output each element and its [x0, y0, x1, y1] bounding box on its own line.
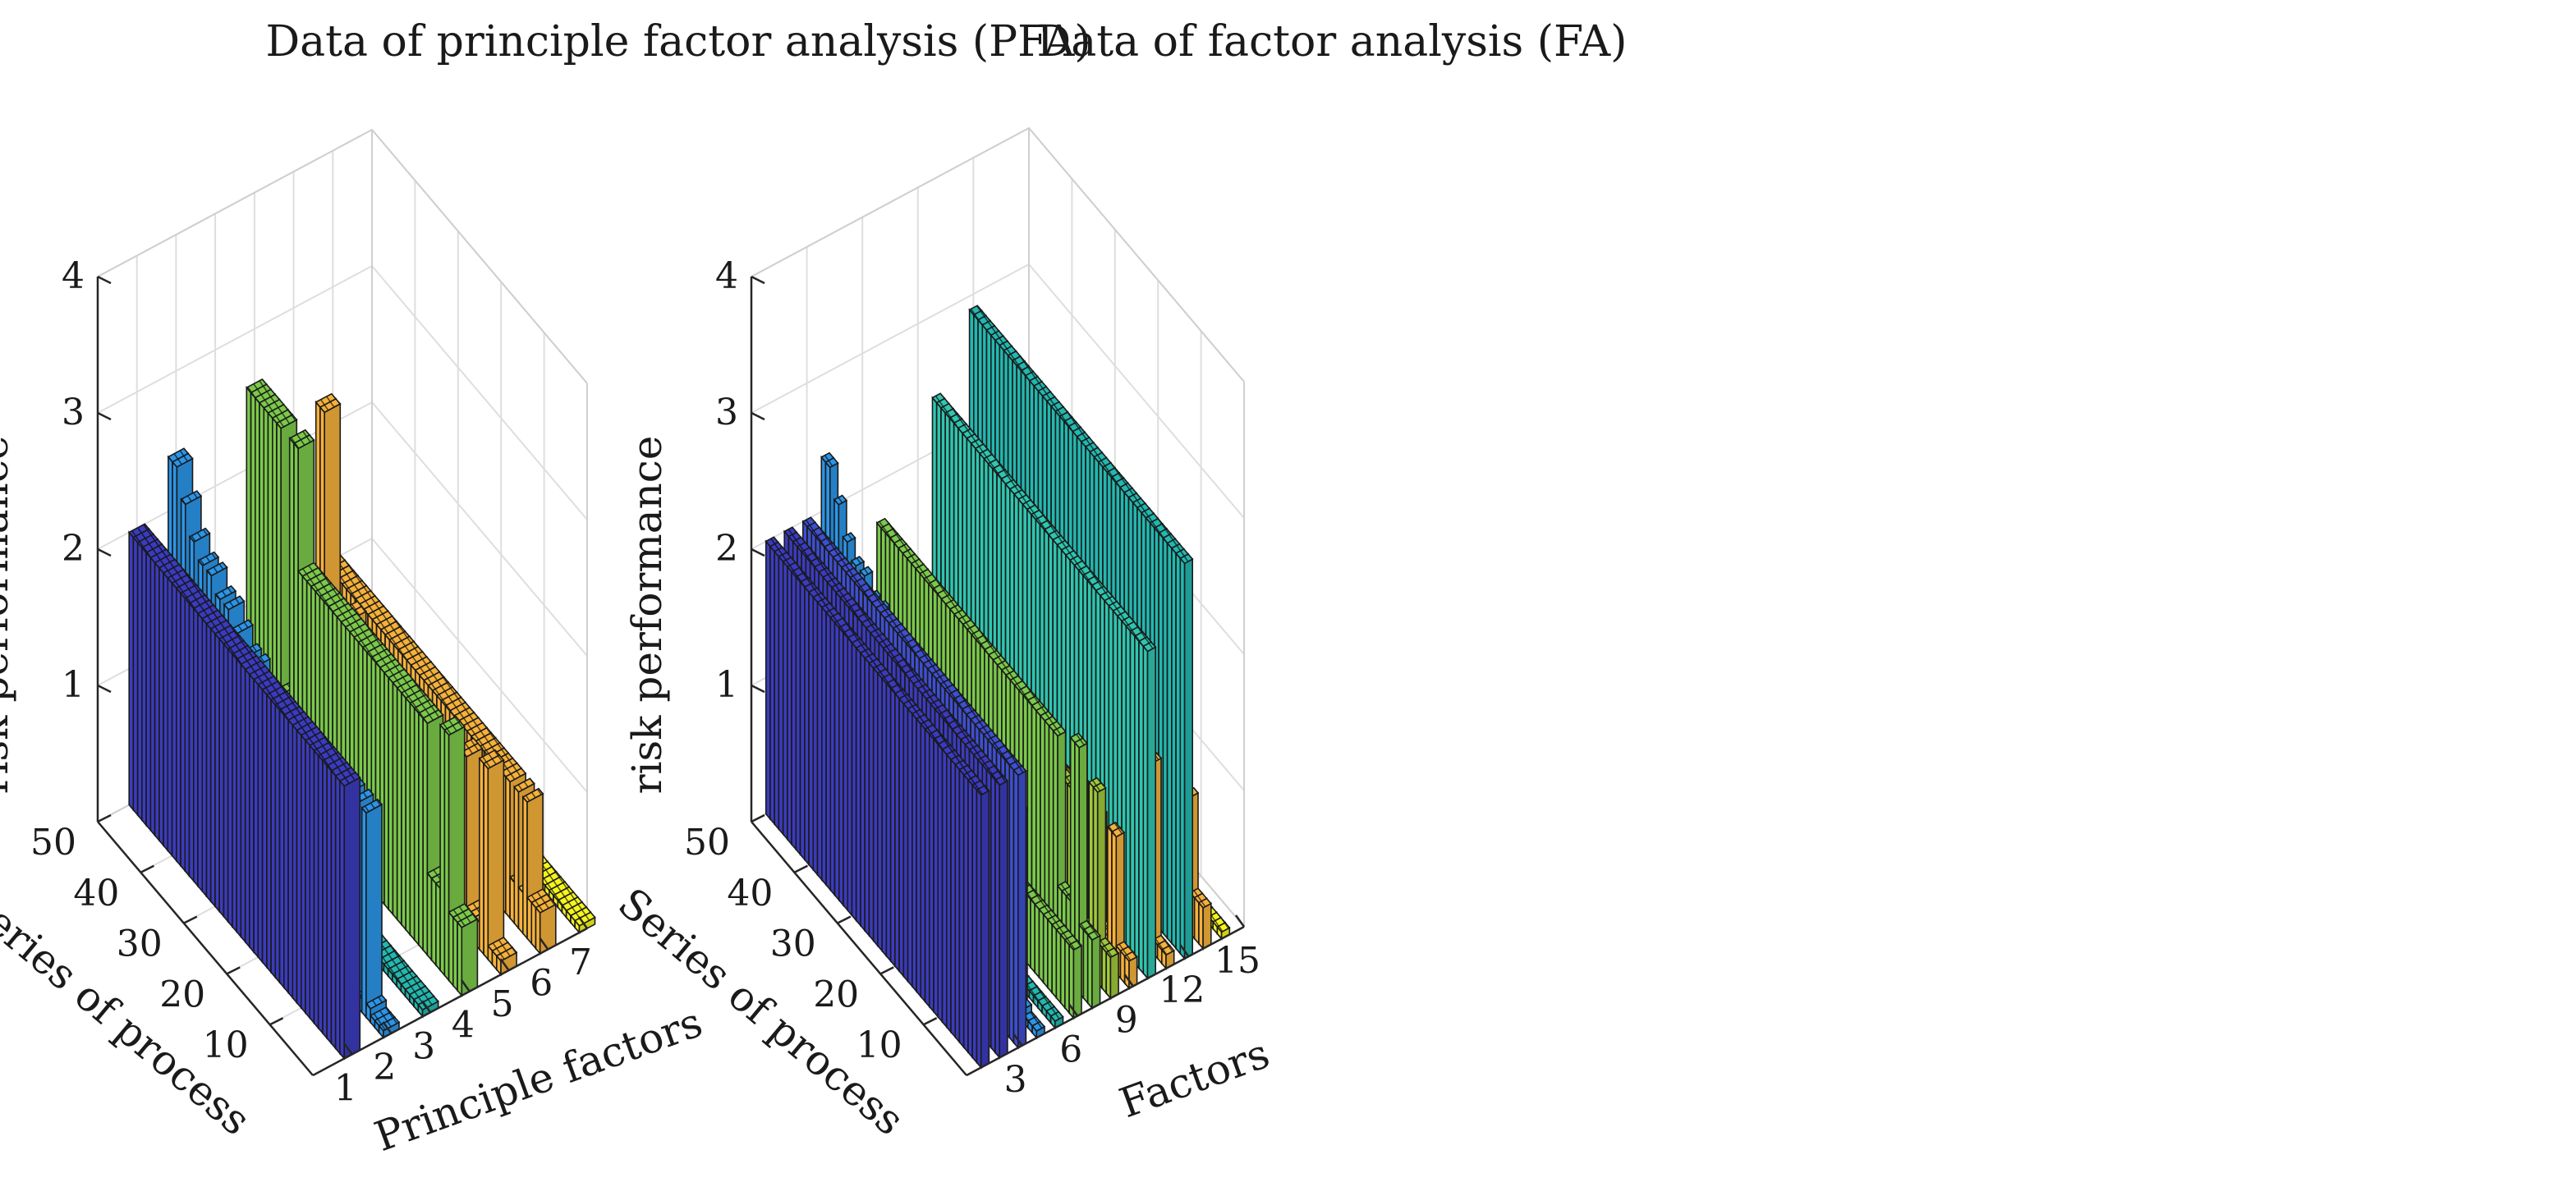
chart-title: Data of principle factor analysis (PFA) — [265, 17, 1091, 66]
x-tick-label: 30 — [117, 923, 163, 965]
ribbon-factor-1 — [765, 536, 990, 1070]
y-axis-label: Principle factors — [369, 998, 709, 1161]
y-tick-label: 7 — [569, 942, 592, 983]
z-tick-label: 3 — [715, 392, 738, 433]
y-tick-label: 5 — [491, 983, 514, 1025]
z-axis-label: risk performance — [0, 436, 17, 795]
z-tick-label: 4 — [62, 255, 85, 297]
chart-title: Data of factor analysis (FA) — [1037, 17, 1628, 66]
x-tick-label: 30 — [770, 923, 816, 965]
z-tick-label: 2 — [62, 528, 85, 570]
z-tick-label: 3 — [62, 392, 85, 433]
x-tick-label: 10 — [203, 1024, 249, 1066]
y-tick-label: 3 — [412, 1025, 435, 1067]
y-tick-label: 6 — [1059, 1029, 1082, 1071]
x-tick-label: 40 — [73, 873, 119, 914]
y-tick-label: 15 — [1215, 940, 1260, 982]
x-tick-label: 50 — [30, 822, 76, 864]
x-tick-label: 50 — [684, 822, 730, 864]
ribbon-factor-1 — [127, 523, 361, 1061]
y-tick-label: 2 — [373, 1047, 396, 1088]
z-tick-label: 4 — [715, 255, 738, 297]
x-axis-label: Series of process — [0, 879, 259, 1145]
y-tick-label: 9 — [1115, 999, 1138, 1041]
y-tick-label: 3 — [1004, 1059, 1027, 1101]
x-tick-label: 20 — [813, 974, 859, 1015]
ribbon-series — [765, 305, 1231, 1070]
z-tick-label: 1 — [62, 664, 85, 706]
y-tick-label: 1 — [334, 1067, 357, 1109]
z-axis-label: risk performance — [623, 436, 671, 795]
z-tick-label: 1 — [715, 664, 738, 706]
y-tick-label: 6 — [530, 963, 553, 1005]
y-tick-label: 4 — [452, 1005, 475, 1047]
y-tick-label: 12 — [1159, 969, 1205, 1011]
x-tick-label: 20 — [159, 974, 205, 1015]
z-tick-label: 2 — [715, 528, 738, 570]
x-tick-label: 40 — [727, 873, 773, 914]
x-tick-label: 10 — [856, 1024, 902, 1066]
ribbon-series — [127, 378, 596, 1061]
y-axis-label: Factors — [1114, 1029, 1275, 1127]
